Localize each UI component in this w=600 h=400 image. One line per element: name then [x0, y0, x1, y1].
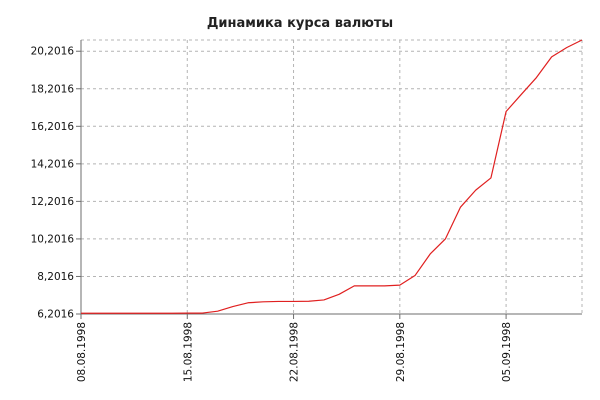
vertical-gridlines: [186, 40, 583, 314]
x-tick-label: 22.08.1998: [289, 322, 301, 382]
x-axis-ticks: 08.08.1998 15.08.1998 22.08.1998 29.08.1998…: [76, 314, 513, 382]
y-axis-ticks: 6,2016 8,2016 10,2016 12,2016 14,2016 16,2016…: [31, 46, 81, 321]
y-tick-label: 20,2016: [31, 46, 75, 58]
y-tick-label: 14,2016: [31, 158, 75, 170]
series-line: [81, 39, 583, 314]
x-tick-label: 08.08.1998: [76, 322, 88, 382]
y-tick-label: 10,2016: [31, 233, 75, 245]
y-tick-label: 16,2016: [31, 121, 75, 133]
chart-title: Динамика курса валюты: [207, 16, 393, 31]
y-tick-label: 18,2016: [31, 83, 75, 95]
y-tick-label: 6,2016: [37, 309, 74, 321]
x-tick-label: 05.09.1998: [501, 322, 513, 382]
y-tick-label: 8,2016: [37, 271, 74, 283]
horizontal-gridlines: [81, 39, 582, 277]
x-tick-label: 29.08.1998: [395, 322, 407, 382]
y-tick-label: 12,2016: [31, 196, 75, 208]
x-tick-label: 15.08.1998: [182, 322, 194, 382]
